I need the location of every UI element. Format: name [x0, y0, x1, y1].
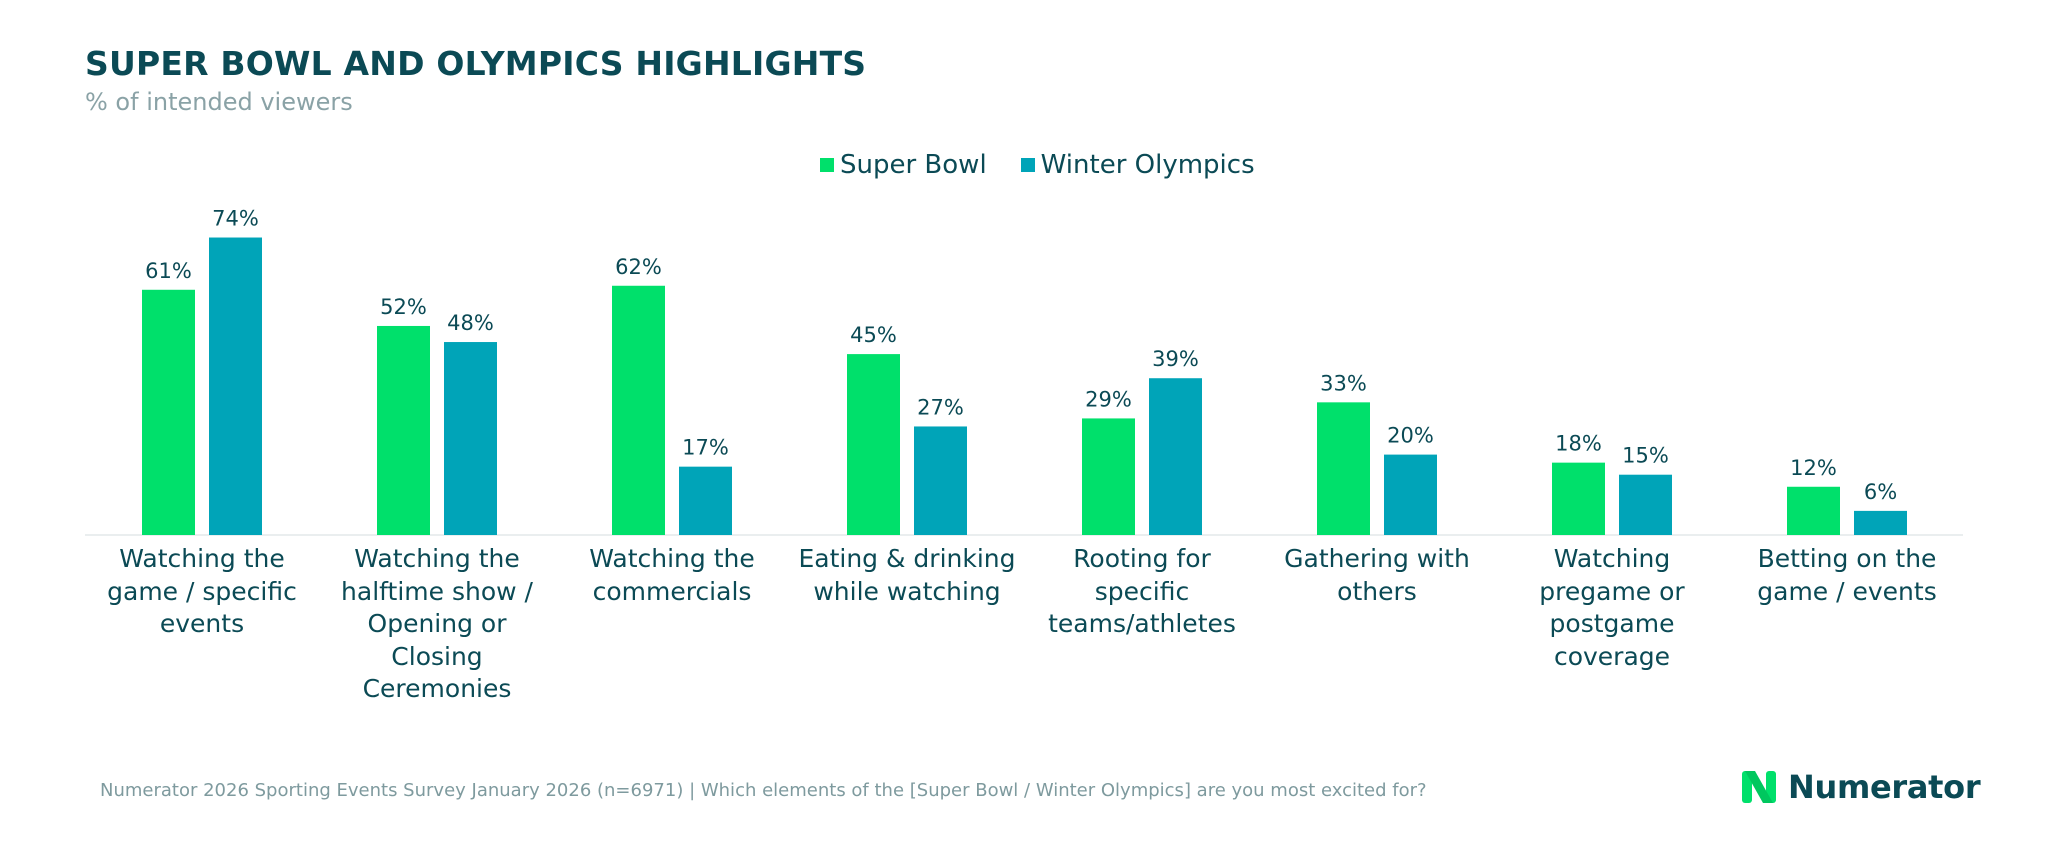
data-label: 12%: [1790, 456, 1837, 480]
numerator-n-logo-icon: [1742, 771, 1776, 803]
bar-winter-olympics: [444, 342, 497, 535]
data-label: 62%: [615, 255, 662, 279]
data-label: 15%: [1622, 444, 1669, 468]
data-label: 20%: [1387, 424, 1434, 448]
bar-winter-olympics: [1384, 454, 1437, 535]
data-label: 39%: [1152, 347, 1199, 371]
bar-super-bowl: [1787, 486, 1840, 535]
data-label: 6%: [1864, 480, 1897, 504]
data-label: 52%: [380, 295, 427, 319]
bar-super-bowl: [142, 289, 195, 535]
bar-chart: 61% 74% 52% 48% 62% 17% 45% 27% 29% 39% 33% 20% 18% 1…: [85, 207, 1963, 536]
chart-subtitle: % of intended viewers: [85, 88, 353, 116]
data-label: 17%: [682, 436, 729, 460]
data-label: 33%: [1320, 371, 1367, 395]
category-label: Watching the halftime show / Opening or …: [341, 544, 533, 703]
bar-winter-olympics: [1619, 474, 1672, 535]
numerator-logo: Numerator: [1740, 768, 1981, 806]
legend-label-winter-olympics: Winter Olympics: [1040, 150, 1255, 180]
bar-super-bowl: [1082, 418, 1135, 535]
bar-super-bowl: [1317, 402, 1370, 535]
category-label: Betting on the game / events: [1757, 544, 1937, 606]
source-footnote: Numerator 2026 Sporting Events Survey Ja…: [100, 780, 1427, 801]
bar-super-bowl: [612, 285, 665, 535]
bar-super-bowl: [1552, 462, 1605, 535]
bar-winter-olympics: [209, 237, 262, 535]
bar-winter-olympics: [914, 426, 967, 535]
data-label: 29%: [1085, 387, 1132, 411]
data-label: 27%: [917, 395, 964, 419]
category-label: Watching the commercials: [589, 544, 755, 606]
bar-super-bowl: [377, 325, 430, 535]
bar-winter-olympics: [1149, 378, 1202, 535]
category-label: Watching the game / specific events: [107, 544, 297, 638]
category-label: Eating & drinking while watching: [798, 544, 1016, 606]
category-label: Rooting for specific teams/athletes: [1048, 544, 1236, 638]
bar-winter-olympics: [1854, 510, 1907, 535]
data-label: 45%: [850, 323, 897, 347]
data-label: 74%: [212, 207, 259, 231]
legend-swatch-super-bowl: [820, 158, 834, 172]
category-label: Gathering with others: [1284, 544, 1470, 606]
category-labels: Watching the game / specific events Watc…: [0, 543, 2048, 723]
category-label: Watching pregame or postgame coverage: [1539, 544, 1685, 671]
chart-title: SUPER BOWL AND OLYMPICS HIGHLIGHTS: [85, 44, 867, 83]
data-label: 18%: [1555, 432, 1602, 456]
chart-legend: Super Bowl Winter Olympics: [820, 150, 1255, 180]
bar-super-bowl: [847, 354, 900, 535]
legend-item-winter-olympics: Winter Olympics: [1020, 150, 1255, 180]
logo-text: Numerator: [1788, 768, 1981, 806]
data-label: 48%: [447, 311, 494, 335]
bar-winter-olympics: [679, 466, 732, 535]
legend-swatch-winter-olympics: [1020, 158, 1035, 172]
legend-item-super-bowl: Super Bowl: [820, 150, 987, 180]
legend-label-super-bowl: Super Bowl: [840, 150, 987, 180]
data-label: 61%: [145, 259, 192, 283]
